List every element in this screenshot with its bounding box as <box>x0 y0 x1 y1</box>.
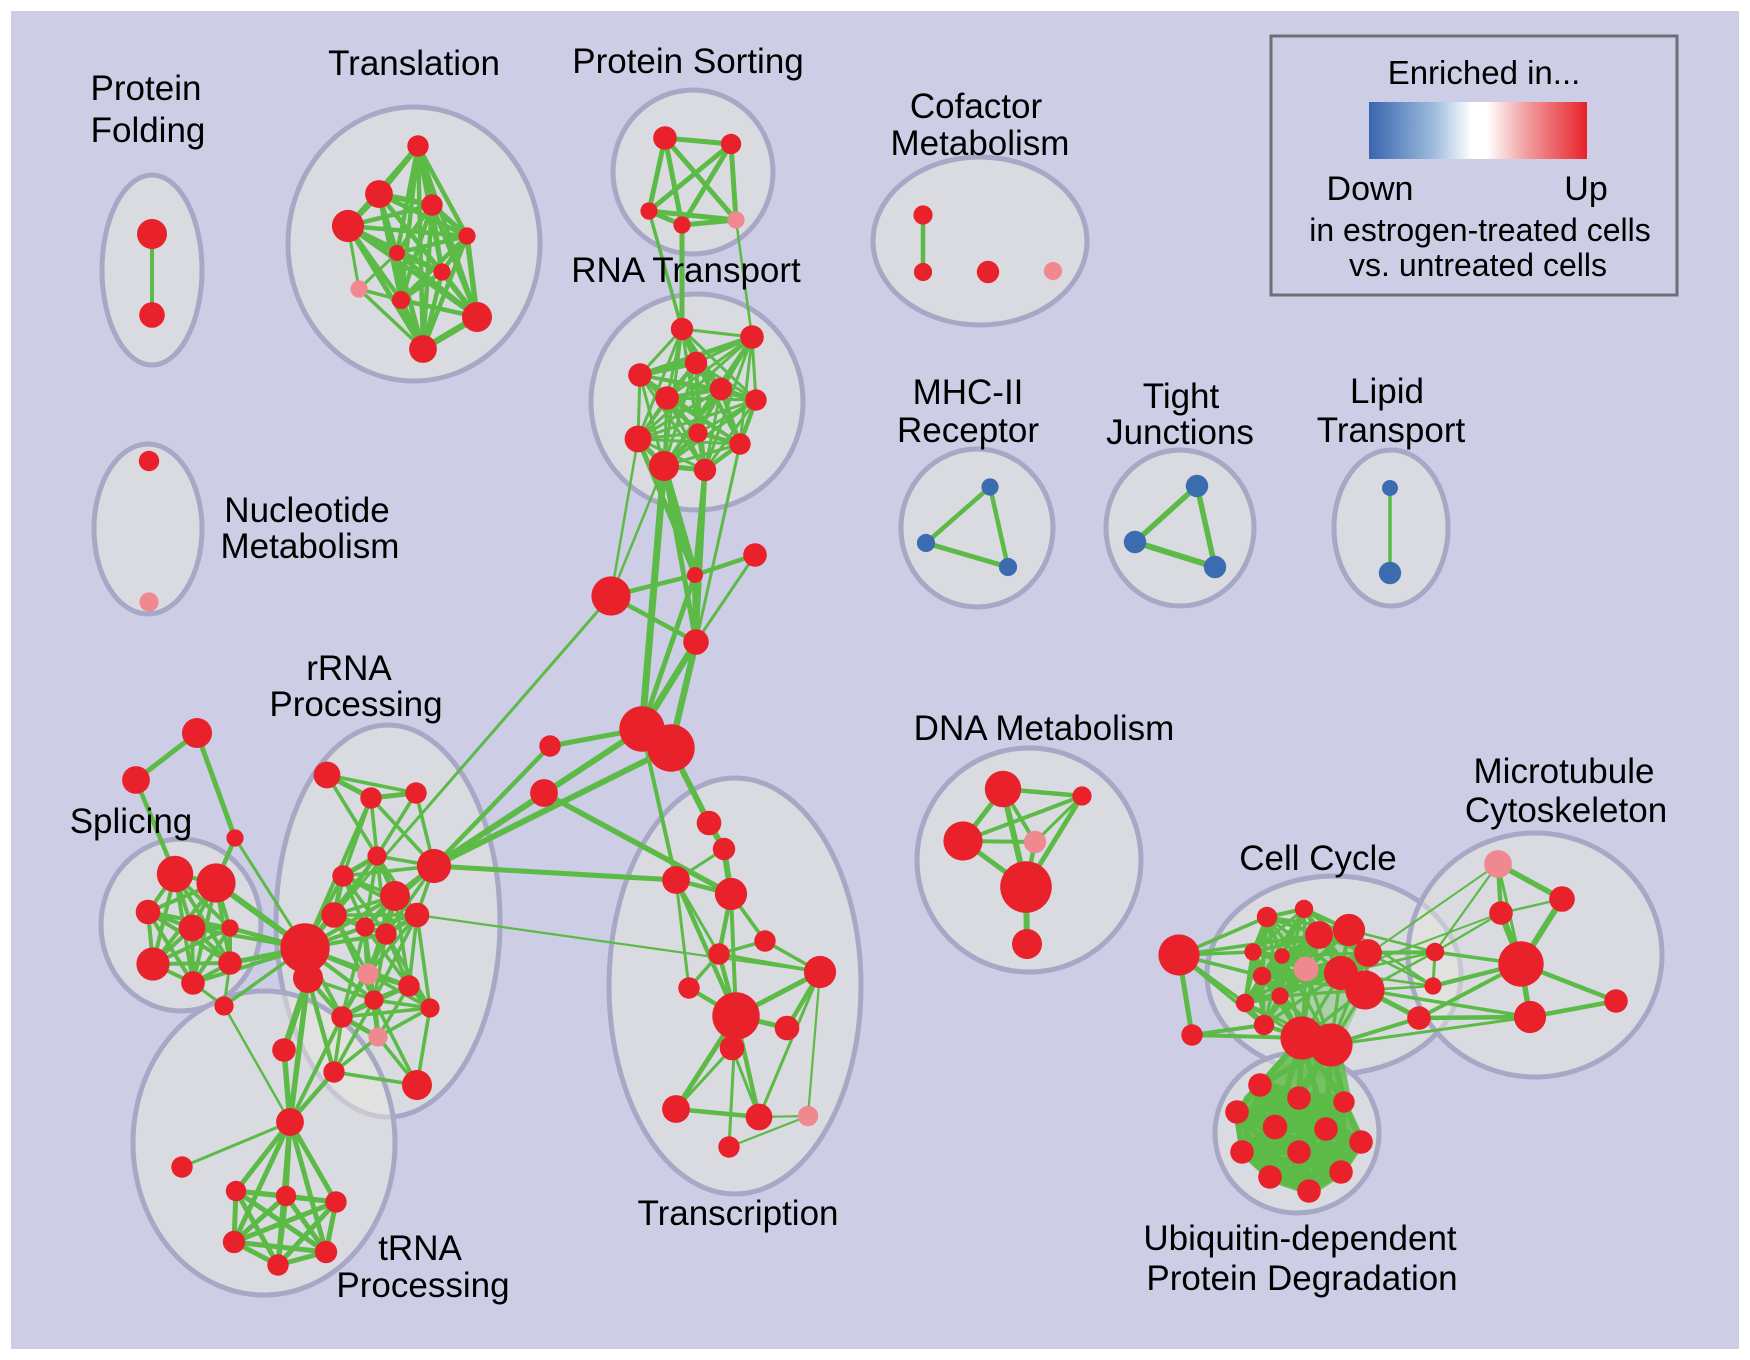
svg-text:tRNA: tRNA <box>378 1229 462 1268</box>
svg-text:Cell Cycle: Cell Cycle <box>1239 839 1397 878</box>
svg-text:Enriched in...: Enriched in... <box>1388 54 1581 91</box>
svg-text:Nucleotide: Nucleotide <box>224 491 389 530</box>
svg-text:in estrogen-treated cells: in estrogen-treated cells <box>1309 212 1651 248</box>
svg-text:Junctions: Junctions <box>1106 413 1254 452</box>
svg-text:DNA Metabolism: DNA Metabolism <box>914 709 1175 748</box>
svg-text:Protein Degradation: Protein Degradation <box>1146 1259 1457 1298</box>
svg-text:Ubiquitin-dependent: Ubiquitin-dependent <box>1143 1219 1457 1258</box>
svg-text:rRNA: rRNA <box>306 649 392 688</box>
svg-text:Transcription: Transcription <box>638 1194 839 1233</box>
svg-text:RNA Transport: RNA Transport <box>571 251 801 290</box>
svg-text:Processing: Processing <box>269 685 442 724</box>
svg-text:MHC-II: MHC-II <box>913 373 1024 412</box>
svg-text:Receptor: Receptor <box>897 411 1039 450</box>
svg-text:Cytoskeleton: Cytoskeleton <box>1465 791 1667 830</box>
svg-text:Protein: Protein <box>91 69 202 108</box>
svg-text:Folding: Folding <box>91 111 206 150</box>
svg-text:Splicing: Splicing <box>70 802 193 841</box>
svg-text:Microtubule: Microtubule <box>1474 752 1655 791</box>
svg-text:vs. untreated cells: vs. untreated cells <box>1349 247 1607 283</box>
svg-text:Metabolism: Metabolism <box>891 124 1070 163</box>
svg-text:Metabolism: Metabolism <box>221 527 400 566</box>
svg-text:Lipid: Lipid <box>1350 372 1424 411</box>
svg-text:Tight: Tight <box>1143 377 1220 416</box>
svg-text:Up: Up <box>1564 170 1607 208</box>
svg-text:Cofactor: Cofactor <box>910 87 1043 126</box>
svg-text:Translation: Translation <box>328 44 500 83</box>
svg-text:Transport: Transport <box>1317 411 1466 450</box>
svg-text:Processing: Processing <box>336 1266 509 1305</box>
svg-text:Protein Sorting: Protein Sorting <box>572 42 804 81</box>
svg-text:Down: Down <box>1327 170 1414 208</box>
